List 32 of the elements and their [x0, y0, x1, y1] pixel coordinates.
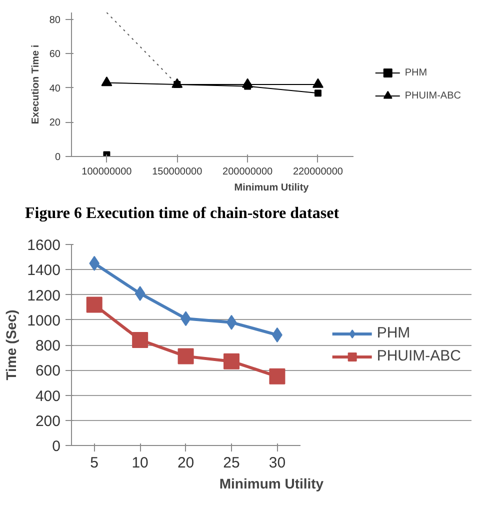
y-axis-title: Time (Sec)	[3, 310, 20, 380]
x-tick-label: 20	[177, 454, 194, 472]
y-tick-label: 600	[35, 362, 61, 380]
y-axis-title: Execution Time i	[30, 44, 42, 124]
x-tick-label: 10	[132, 454, 148, 472]
legend-label: PHM	[376, 324, 410, 342]
y-tick-label: 60	[49, 49, 61, 60]
y-tick-label: 1400	[27, 262, 61, 280]
x-axis-title: Minimum Utility	[234, 182, 310, 194]
y-tick-label: 200	[35, 412, 61, 430]
y-tick-label: 0	[54, 152, 61, 163]
y-tick-label: 400	[35, 388, 61, 405]
x-tick-label: 25	[223, 454, 240, 472]
x-axis-title: Minimum Utility	[219, 476, 324, 492]
x-tick-label: 150000000	[152, 166, 203, 178]
y-tick-label: 1200	[27, 287, 61, 304]
y-tick-label: 0	[52, 438, 60, 455]
y-tick-label: 800	[35, 338, 61, 354]
y-tick-label: 40	[49, 83, 61, 94]
x-tick-label: 100000000	[82, 166, 132, 178]
legend-label: PHUIM-ABC	[404, 90, 461, 101]
legend-label: PHUIM-ABC	[376, 348, 461, 364]
y-tick-label: 80	[49, 14, 61, 26]
x-tick-label: 5	[90, 454, 99, 472]
y-tick-label: 1000	[27, 312, 61, 330]
caption: Figure 6 Execution time of chain-store dataset	[25, 204, 340, 224]
x-tick-label: 200000000	[222, 166, 274, 178]
y-tick-label: 1600	[27, 237, 61, 254]
legend-label: PHM	[404, 67, 428, 78]
x-tick-label: 220000000	[292, 166, 344, 178]
x-tick-label: 30	[268, 454, 286, 472]
y-tick-label: 20	[49, 118, 61, 129]
